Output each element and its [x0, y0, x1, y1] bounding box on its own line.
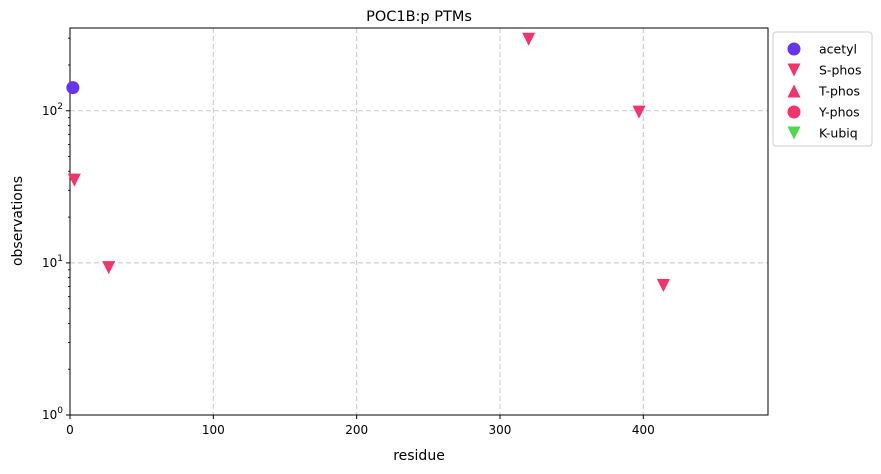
x-tick-label: 0 [66, 423, 74, 437]
legend-marker-k-ubiq [787, 126, 801, 140]
legend-marker-t-phos [787, 84, 801, 98]
legend-label-s-phos: S-phos [819, 63, 861, 78]
y-tick-label: 101 [42, 254, 63, 270]
legend-label-y-phos: Y-phos [818, 105, 860, 120]
y-axis-label: observations [10, 176, 26, 266]
legend-marker-y-phos [787, 105, 801, 119]
data-point-s-phos [632, 105, 646, 119]
data-point-s-phos [522, 32, 536, 46]
y-tick-label: 102 [42, 102, 63, 118]
plot-frame [69, 27, 769, 416]
legend-marker-s-phos [787, 63, 801, 77]
data-point-s-phos [102, 261, 116, 275]
x-tick-label: 100 [202, 423, 225, 437]
x-axis-label: residue [393, 448, 445, 464]
x-tick-label: 300 [489, 423, 512, 437]
grid [70, 28, 768, 415]
y-tick-label: 100 [42, 406, 63, 422]
legend-box [772, 31, 873, 147]
data-point-s-phos [67, 173, 81, 187]
data-point-acetyl [66, 81, 80, 95]
legend: acetyl S-phos T-phos Y-phos K-ubiq [772, 31, 873, 147]
x-tick-label: 200 [345, 423, 368, 437]
legend-label-t-phos: T-phos [818, 84, 860, 99]
legend-label-acetyl: acetyl [819, 42, 857, 57]
legend-label-k-ubiq: K-ubiq [819, 126, 858, 141]
legend-marker-acetyl [787, 42, 801, 56]
x-tick-label: 400 [632, 423, 655, 437]
y-axis: 100 101 102 [42, 37, 70, 422]
data-points [66, 32, 670, 293]
data-point-s-phos [656, 279, 670, 293]
chart-title: POC1B:p PTMs [366, 9, 472, 25]
x-axis: 0 100 200 300 400 [66, 415, 655, 437]
